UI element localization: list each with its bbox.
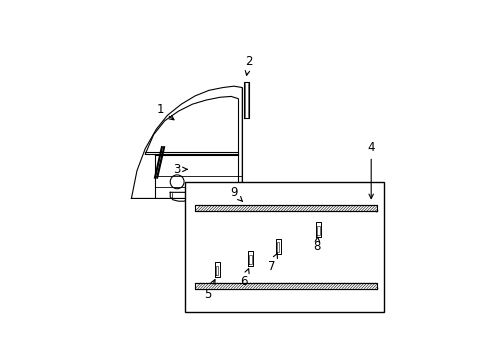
- Text: 6: 6: [240, 269, 248, 288]
- Text: 4: 4: [366, 141, 374, 199]
- Text: 8: 8: [313, 237, 320, 253]
- Text: 3: 3: [173, 163, 187, 176]
- Bar: [195, 283, 376, 288]
- Text: 1: 1: [157, 103, 174, 120]
- Text: 2: 2: [245, 55, 252, 75]
- Text: 5: 5: [203, 280, 215, 301]
- Text: 7: 7: [267, 253, 277, 273]
- Text: 9: 9: [230, 186, 242, 202]
- Bar: [185, 182, 383, 312]
- Bar: [195, 205, 376, 211]
